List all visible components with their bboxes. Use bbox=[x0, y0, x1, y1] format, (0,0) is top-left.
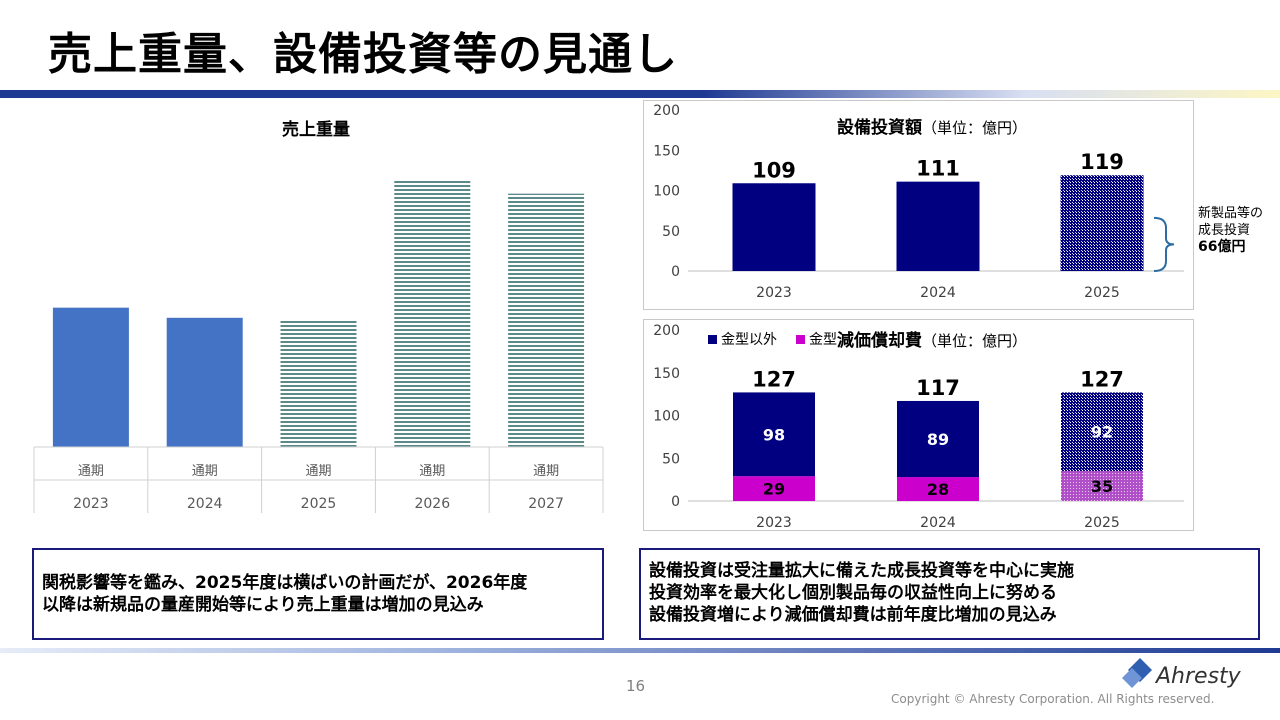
depreciation-chart: 金型以外 金型 減価償却費（単位：億円） 0 50 100 150 200 29 98 127… bbox=[643, 319, 1194, 531]
sales-note-line-2: 以降は新規品の量産開始等により売上重量は増加の見込み bbox=[42, 595, 484, 615]
legend-swatch-mold bbox=[796, 335, 805, 344]
dep-mold-value-2025: 35 bbox=[1091, 477, 1113, 496]
capex-note-line-2: 投資効率を最大化し個別製品毎の収益性向上に努める bbox=[649, 583, 1057, 603]
legend-label-non-mold: 金型以外 bbox=[721, 332, 777, 348]
ahresty-logo: Ahresty bbox=[1122, 658, 1242, 689]
capex-chart: 設備投資額（単位：億円） 0 50 100 150 200 109 2023 111 2024 1… bbox=[643, 100, 1194, 310]
sales-note-line-1: 関税影響等を鑑み、2025年度は横ばいの計画だが、2026年度 bbox=[42, 573, 528, 593]
sales-volume-svg: 売上重量 通期 2023 通期 2024 通期 2025 通期 2026 通期 2027 bbox=[33, 119, 604, 513]
dep-mold-value-2023: 29 bbox=[763, 480, 785, 499]
dep-ytick-label: 150 bbox=[653, 366, 680, 382]
sales-year-label-2023: 2023 bbox=[73, 496, 109, 512]
dep-non-mold-value-2023: 98 bbox=[763, 425, 785, 444]
capex-value-label-2025: 119 bbox=[1080, 150, 1124, 174]
capex-ytick-label: 50 bbox=[662, 224, 680, 240]
sales-period-label: 通期 bbox=[533, 464, 559, 479]
dep-total-label-2025: 127 bbox=[1080, 367, 1124, 391]
sales-bar-2027 bbox=[508, 193, 585, 447]
sales-bar-2026 bbox=[394, 181, 471, 447]
sales-year-label-2024: 2024 bbox=[187, 496, 223, 512]
dep-total-label-2024: 117 bbox=[916, 376, 960, 400]
dep-bar-non-mold-2025 bbox=[1061, 392, 1143, 472]
capex-title-unit: （単位：億円） bbox=[922, 119, 1027, 137]
dep-mold-value-2024: 28 bbox=[927, 480, 949, 499]
sales-volume-chart: 売上重量 通期 2023 通期 2024 通期 2025 通期 2026 通期 2027 bbox=[30, 105, 605, 520]
sales-year-label-2025: 2025 bbox=[301, 496, 337, 512]
capex-value-label-2024: 111 bbox=[916, 157, 960, 181]
copyright: Copyright © Ahresty Corporation. All Rig… bbox=[891, 692, 1215, 706]
dep-non-mold-value-2025: 92 bbox=[1091, 423, 1113, 442]
sales-period-label: 通期 bbox=[192, 464, 218, 479]
sales-bar-2025 bbox=[280, 320, 357, 447]
capex-svg: 設備投資額（単位：億円） 0 50 100 150 200 109 2023 111 2024 1… bbox=[653, 103, 1184, 301]
sales-period-label: 通期 bbox=[419, 464, 445, 479]
sales-bar-2024 bbox=[166, 317, 243, 447]
dep-non-mold-value-2024: 89 bbox=[927, 430, 949, 449]
capex-ytick-label: 0 bbox=[671, 264, 680, 280]
sales-outlook-note: 関税影響等を鑑み、2025年度は横ばいの計画だが、2026年度 以降は新規品の量… bbox=[32, 548, 604, 640]
dep-ytick-label: 200 bbox=[653, 323, 680, 339]
capex-bar-2023 bbox=[732, 183, 816, 271]
capex-title-main: 設備投資額 bbox=[837, 117, 922, 138]
dep-year-label-2025: 2025 bbox=[1084, 515, 1120, 530]
growth-note-amount: 66億円 bbox=[1198, 239, 1246, 255]
sales-year-label-2027: 2027 bbox=[528, 496, 564, 512]
capex-ytick-label: 200 bbox=[653, 103, 680, 119]
legend-label-mold: 金型 bbox=[809, 332, 837, 348]
growth-note-line-2: 成長投資 bbox=[1198, 223, 1251, 238]
capex-note-line-1: 設備投資は受注量拡大に備えた成長投資等を中心に実施 bbox=[649, 561, 1074, 581]
page-title: 売上重量、設備投資等の見通し bbox=[48, 29, 678, 80]
growth-note-line-1: 新製品等の bbox=[1198, 206, 1264, 221]
capex-note-line-3: 設備投資増により減価償却費は前年度比増加の見込み bbox=[649, 605, 1057, 625]
sales-chart-title: 売上重量 bbox=[282, 119, 350, 140]
dep-year-label-2023: 2023 bbox=[756, 515, 792, 530]
capex-year-label-2023: 2023 bbox=[756, 285, 792, 301]
dep-bar-mold-2025 bbox=[1061, 471, 1143, 501]
dep-title-main: 減価償却費 bbox=[837, 330, 922, 351]
dep-bar-mold-2023 bbox=[733, 476, 815, 501]
dep-bar-non-mold-2023 bbox=[733, 392, 815, 477]
capex-chart-title: 設備投資額（単位：億円） bbox=[837, 117, 1027, 138]
sales-year-label-2026: 2026 bbox=[414, 496, 450, 512]
dep-title-unit: （単位：億円） bbox=[922, 332, 1027, 350]
capex-outlook-note: 設備投資は受注量拡大に備えた成長投資等を中心に実施 投資効率を最大化し個別製品毎… bbox=[639, 548, 1260, 640]
capex-bar-2025 bbox=[1060, 175, 1144, 271]
depreciation-svg: 金型以外 金型 減価償却費（単位：億円） 0 50 100 150 200 29 98 127… bbox=[653, 323, 1184, 531]
capex-bar-2024 bbox=[896, 181, 980, 271]
capex-year-label-2024: 2024 bbox=[920, 285, 956, 301]
capex-year-label-2025: 2025 bbox=[1084, 285, 1120, 301]
growth-investment-bracket bbox=[1153, 216, 1175, 272]
sales-bar-2023 bbox=[52, 307, 129, 447]
logo-mark-icon-2 bbox=[1122, 668, 1142, 688]
sales-period-label: 通期 bbox=[305, 464, 331, 479]
legend-swatch-non-mold bbox=[708, 335, 717, 344]
dep-ytick-label: 0 bbox=[671, 494, 680, 510]
depreciation-chart-title: 減価償却費（単位：億円） bbox=[837, 330, 1027, 351]
footer-rule bbox=[0, 648, 1280, 653]
dep-bar-non-mold-2024 bbox=[897, 400, 979, 478]
logo-text: Ahresty bbox=[1154, 664, 1242, 689]
dep-total-label-2023: 127 bbox=[752, 367, 796, 391]
dep-bar-mold-2024 bbox=[897, 477, 979, 501]
capex-ytick-label: 100 bbox=[653, 184, 680, 200]
capex-value-label-2023: 109 bbox=[752, 158, 796, 182]
capex-ytick-label: 150 bbox=[653, 143, 680, 159]
sales-period-label: 通期 bbox=[78, 464, 104, 479]
dep-year-label-2024: 2024 bbox=[920, 515, 956, 530]
title-rule bbox=[0, 90, 1280, 98]
dep-ytick-label: 100 bbox=[653, 409, 680, 425]
page-number: 16 bbox=[626, 677, 646, 695]
dep-ytick-label: 50 bbox=[662, 451, 680, 467]
growth-investment-note: 新製品等の 成長投資 66億円 bbox=[1198, 205, 1263, 256]
